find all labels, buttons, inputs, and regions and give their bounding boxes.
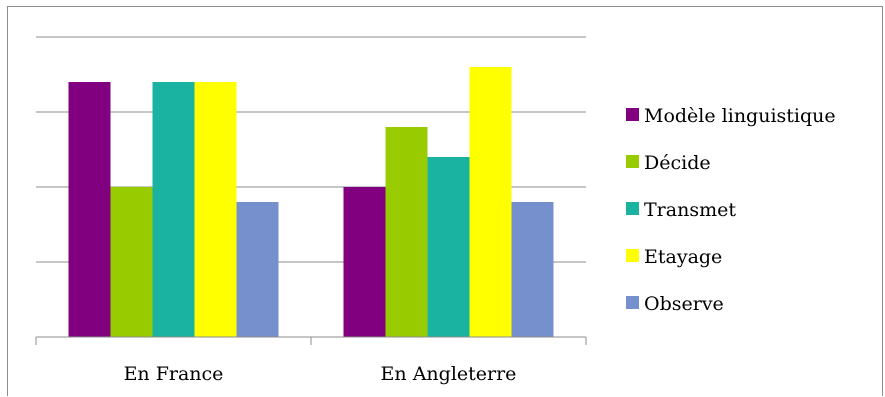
legend-label: Modèle linguistique [644, 105, 836, 127]
x-tick-label: En France [124, 363, 224, 385]
legend-label: Décide [644, 152, 711, 174]
bar [469, 67, 512, 337]
legend-swatch [626, 249, 639, 262]
bar [68, 82, 111, 337]
legend-label: Observe [644, 293, 724, 315]
bar [194, 82, 237, 337]
bar [236, 202, 279, 337]
bar [385, 127, 428, 337]
x-tick-labels: En France En Angleterre [124, 363, 517, 385]
legend-label: Transmet [644, 199, 736, 221]
legend-swatch [626, 108, 639, 121]
bar [110, 187, 153, 337]
bar [511, 202, 554, 337]
x-tick-label: En Angleterre [381, 363, 517, 385]
bar [343, 187, 386, 337]
legend-swatch [626, 296, 639, 309]
legend-swatch [626, 155, 639, 168]
x-axis [35, 336, 587, 345]
chart-frame [7, 6, 883, 396]
legend-swatch [626, 202, 639, 215]
bar [152, 82, 195, 337]
legend: Modèle linguistique Décide Transmet Etayage… [626, 105, 836, 315]
legend-label: Etayage [644, 246, 722, 268]
bar [427, 157, 470, 337]
bars [68, 67, 554, 337]
